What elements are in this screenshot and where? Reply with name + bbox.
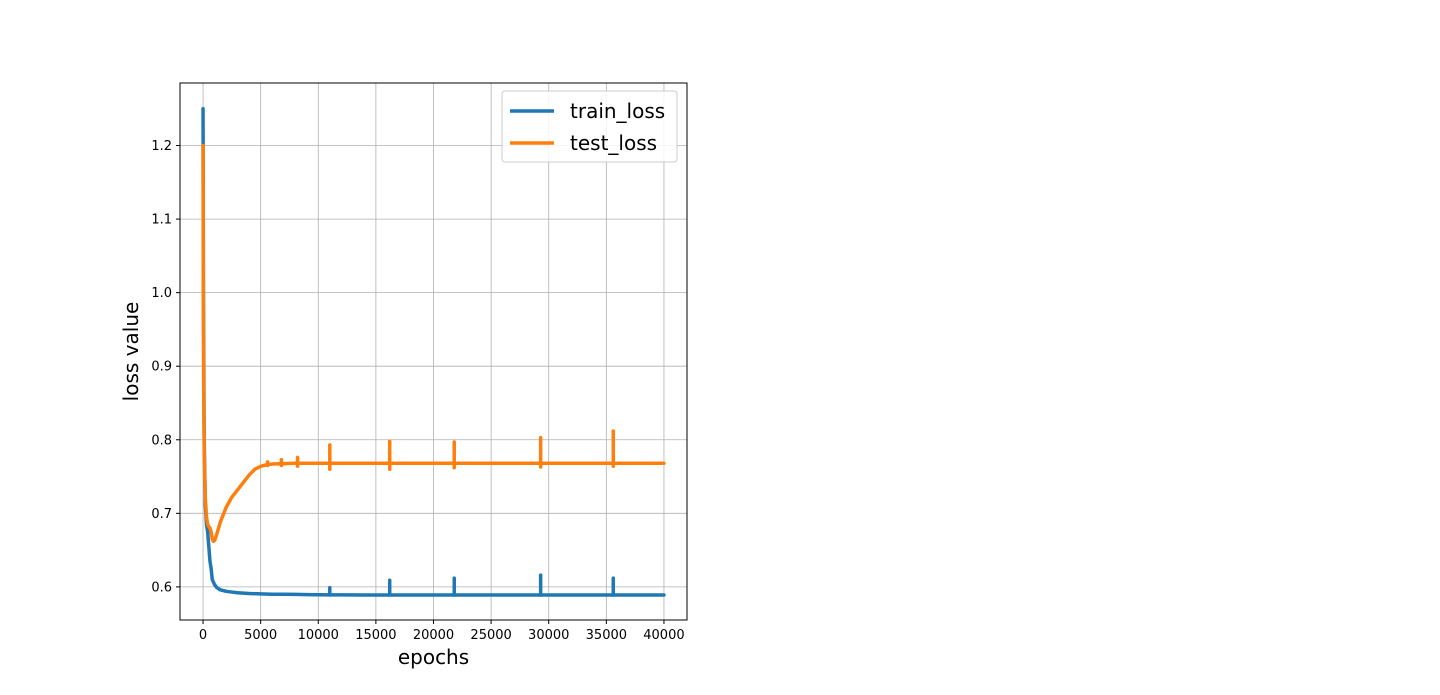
legend-label-train-loss: train_loss [570, 99, 665, 123]
train-loss-line [201, 107, 666, 597]
x-tick-label: 40000 [643, 628, 684, 643]
y-tick-label: 1.0 [151, 286, 172, 301]
y-tick-label: 0.7 [151, 507, 172, 522]
x-tick-label: 20000 [413, 628, 454, 643]
grid [180, 83, 687, 620]
x-tick-label: 10000 [298, 628, 339, 643]
y-tick-label: 1.2 [151, 139, 172, 154]
test-loss-line [201, 143, 666, 544]
y-tick-label: 1.1 [151, 213, 172, 228]
y-axis-ticks: 0.6 0.7 0.8 0.9 1.0 1.1 1.2 [151, 139, 180, 595]
legend: train_loss test_loss [501, 90, 678, 163]
series-lines [201, 107, 666, 597]
x-tick-label: 15000 [355, 628, 396, 643]
y-axis-label: loss value [119, 302, 143, 402]
x-tick-label: 30000 [528, 628, 569, 643]
y-tick-label: 0.9 [151, 360, 172, 375]
y-tick-label: 0.8 [151, 433, 172, 448]
x-axis-ticks: 0 5000 10000 15000 20000 25000 30000 35000 40000 [199, 620, 685, 643]
x-tick-label: 0 [199, 628, 207, 643]
x-tick-label: 35000 [586, 628, 627, 643]
y-tick-label: 0.6 [151, 580, 172, 595]
x-tick-label: 25000 [470, 628, 511, 643]
x-axis-label: epochs [398, 645, 469, 669]
legend-label-test-loss: test_loss [570, 131, 657, 155]
x-tick-label: 5000 [244, 628, 277, 643]
